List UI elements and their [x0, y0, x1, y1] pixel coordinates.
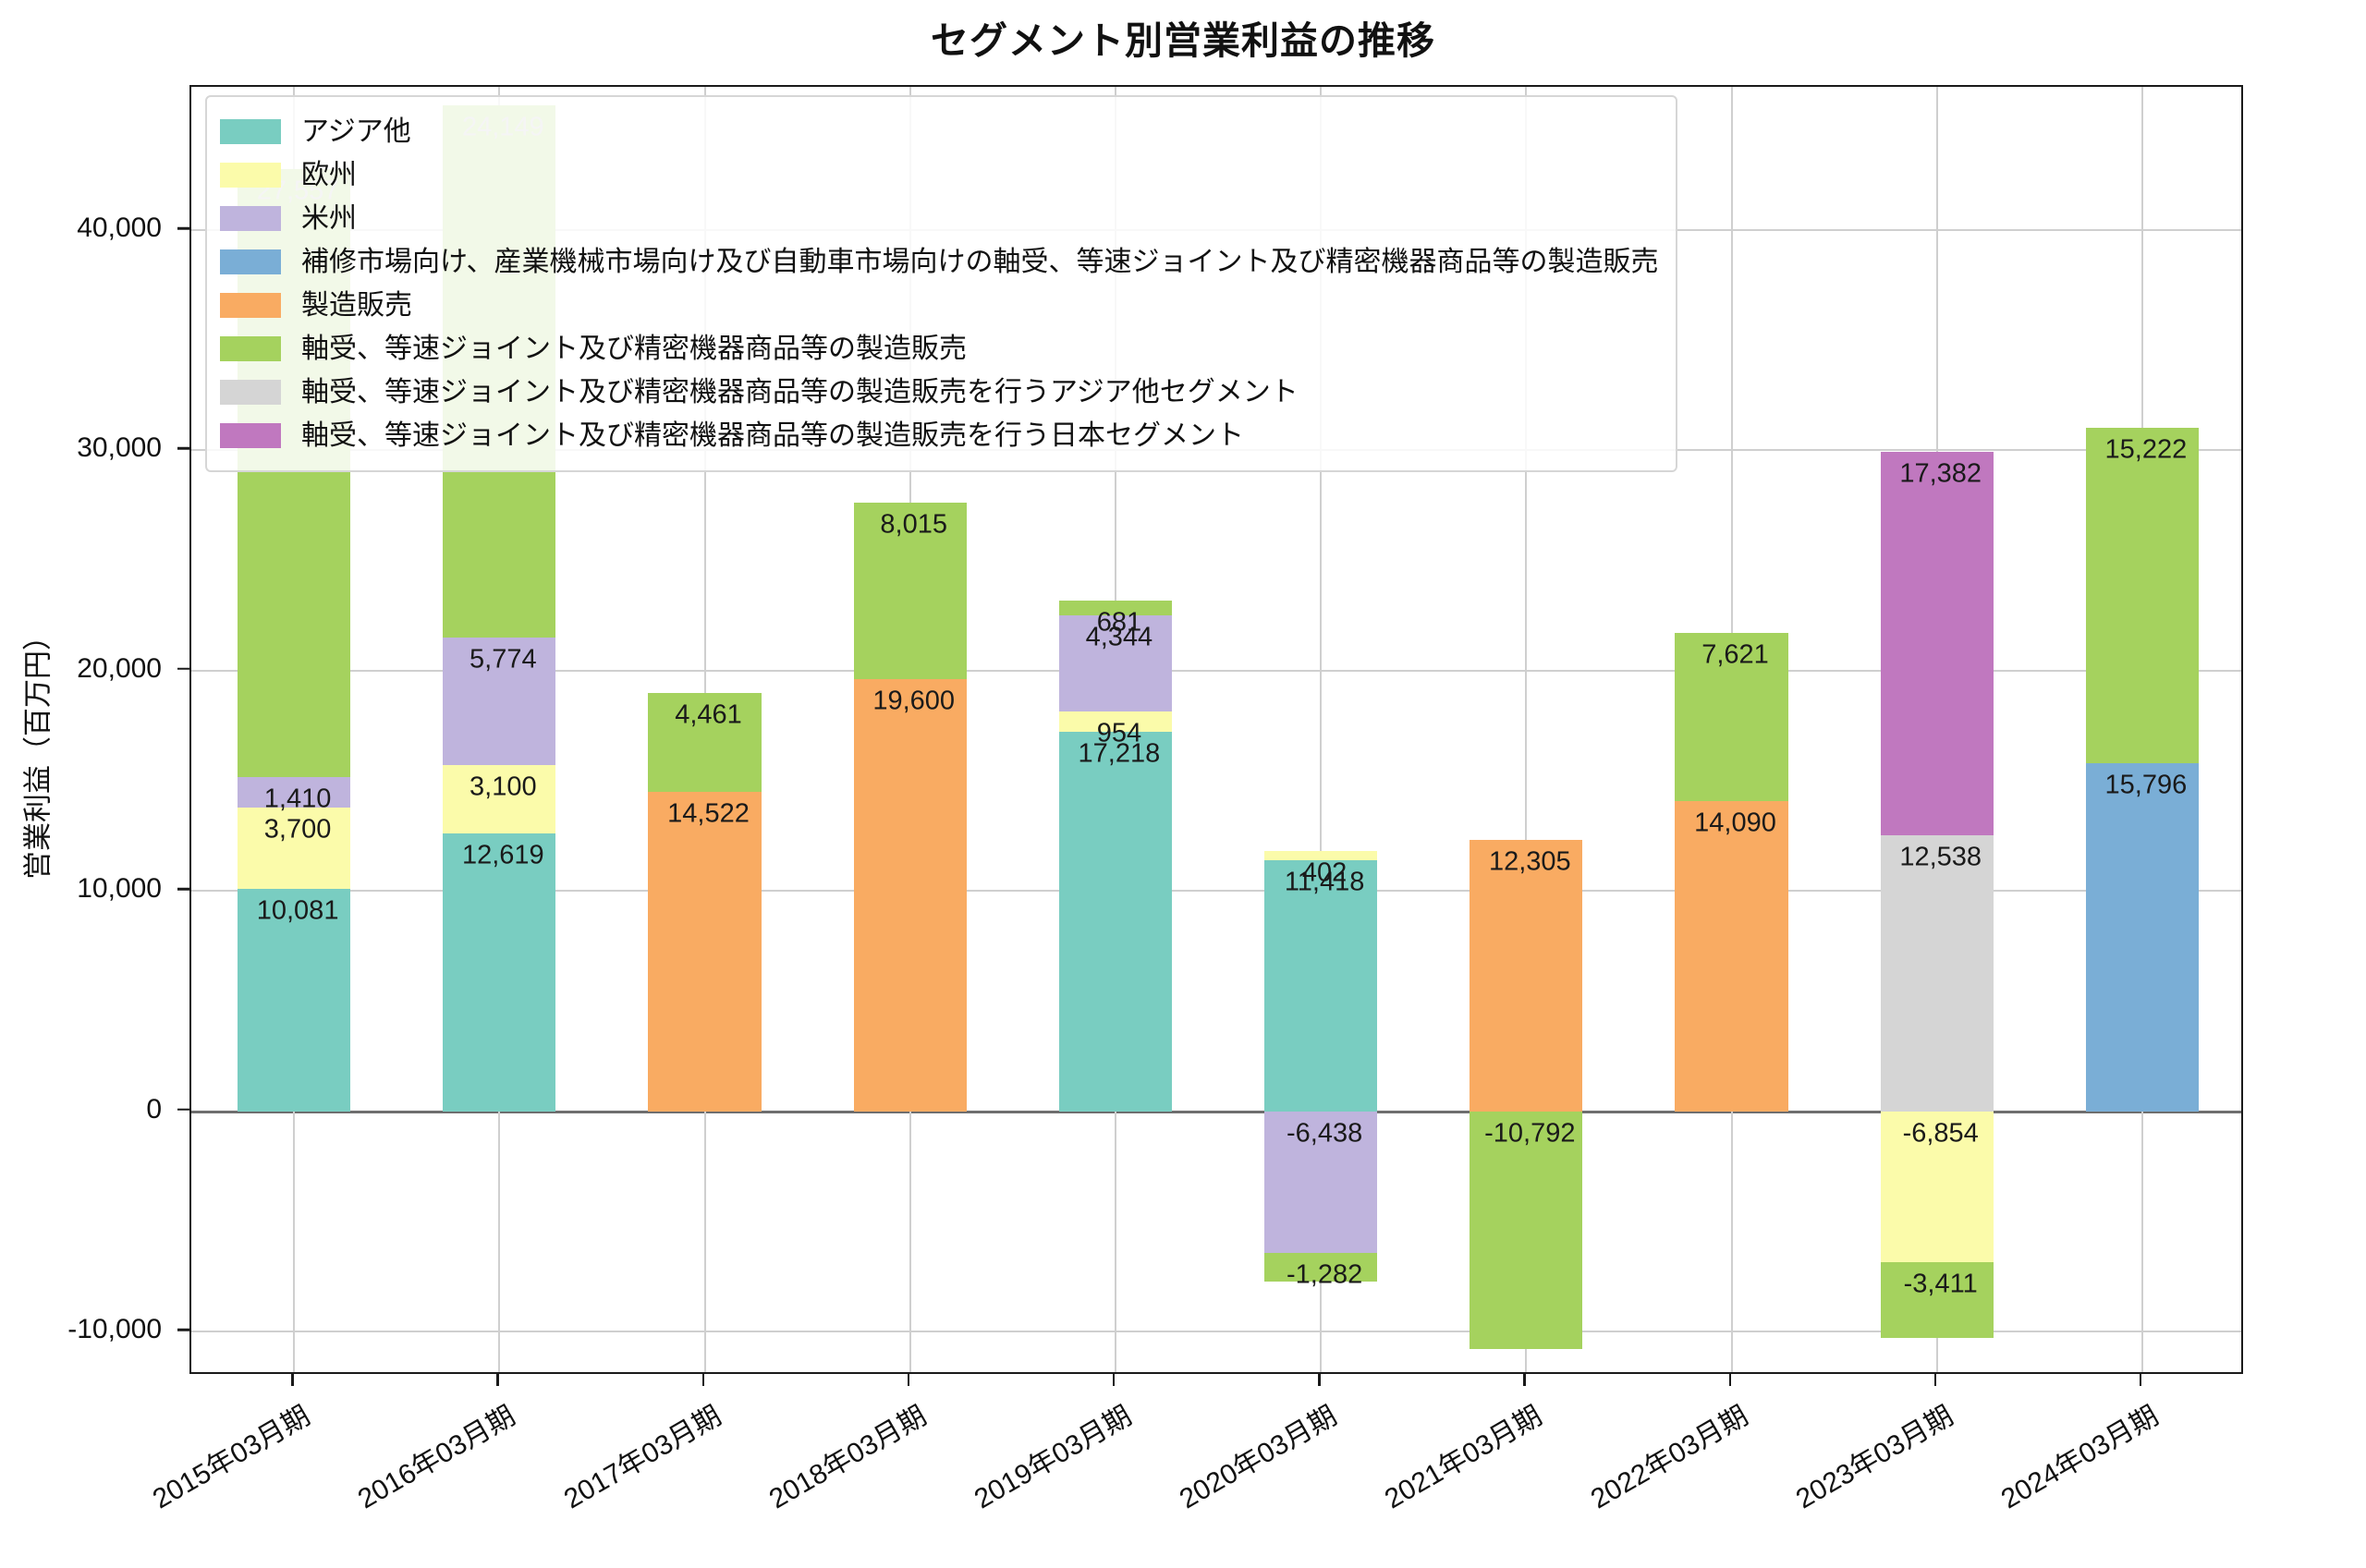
- x-tick-label: 2019年03月期: [969, 1400, 1137, 1515]
- x-tick-label: 2020年03月期: [1174, 1400, 1343, 1515]
- bar-segment[interactable]: [648, 791, 762, 1112]
- gridline-horizontal: [191, 669, 2241, 672]
- chart-legend: アジア他欧州米州補修市場向け、産業機械市場向け及び自動車市場向けの軸受、等速ジョ…: [205, 95, 1677, 472]
- bar-segment[interactable]: [2085, 763, 2199, 1112]
- bar-segment[interactable]: [443, 833, 556, 1112]
- x-tick-label: 2021年03月期: [1380, 1400, 1548, 1515]
- y-tick-label: 10,000: [77, 873, 162, 905]
- legend-swatch-icon: [220, 249, 281, 274]
- x-tick-mark: [291, 1374, 294, 1386]
- x-tick-label: 2023年03月期: [1790, 1400, 1958, 1515]
- bar-segment[interactable]: [1263, 1111, 1378, 1254]
- x-tick-mark: [1112, 1374, 1116, 1386]
- gridline-vertical: [1320, 87, 1323, 1372]
- legend-item-6[interactable]: 軸受、等速ジョイント及び精密機器商品等の製造販売を行うアジア他セグメント: [220, 371, 1659, 414]
- x-tick-mark: [1318, 1374, 1321, 1386]
- y-tick-label: 30,000: [77, 432, 162, 464]
- bar-segment[interactable]: [1880, 452, 1994, 835]
- legend-item-2[interactable]: 米州: [220, 197, 1659, 240]
- bar-segment[interactable]: [1263, 859, 1378, 1112]
- y-tick-label: -10,000: [67, 1314, 162, 1345]
- bar-segment[interactable]: [1058, 711, 1172, 733]
- legend-swatch-icon: [220, 423, 281, 448]
- y-tick-label: 40,000: [77, 213, 162, 243]
- legend-item-label: 補修市場向け、産業機械市場向け及び自動車市場向けの軸受、等速ジョイント及び精密機…: [301, 246, 1659, 277]
- legend-swatch-icon: [220, 163, 281, 188]
- bar-segment[interactable]: [1058, 614, 1172, 711]
- legend-item-7[interactable]: 軸受、等速ジョイント及び精密機器商品等の製造販売を行う日本セグメント: [220, 414, 1659, 457]
- zero-line: [191, 1110, 2241, 1113]
- gridline-vertical: [1525, 87, 1528, 1372]
- y-tick-mark: [177, 1329, 189, 1331]
- legend-swatch-icon: [220, 336, 281, 361]
- legend-item-label: 軸受、等速ジョイント及び精密機器商品等の製造販売: [301, 333, 967, 364]
- legend-item-label: 製造販売: [301, 289, 412, 321]
- legend-item-1[interactable]: 欧州: [220, 153, 1659, 197]
- x-tick-mark: [1523, 1374, 1526, 1386]
- bar-segment[interactable]: [853, 503, 967, 680]
- bar-segment[interactable]: [1675, 800, 1788, 1112]
- bar-segment[interactable]: [237, 808, 351, 890]
- bar-segment[interactable]: [1058, 600, 1172, 615]
- bar-segment[interactable]: [1470, 1111, 1583, 1350]
- bar-segment[interactable]: [237, 889, 351, 1112]
- gridline-horizontal: [191, 1331, 2241, 1333]
- bar-segment[interactable]: [1470, 840, 1583, 1112]
- bar-segment[interactable]: [1880, 834, 1994, 1112]
- x-tick-mark: [907, 1374, 910, 1386]
- legend-swatch-icon: [220, 119, 281, 144]
- bar-segment[interactable]: [1880, 1262, 1994, 1338]
- y-tick-label: 0: [146, 1093, 162, 1124]
- legend-item-label: 欧州: [301, 159, 357, 190]
- x-tick-label: 2018年03月期: [763, 1400, 932, 1515]
- y-tick-label: 20,000: [77, 652, 162, 684]
- legend-swatch-icon: [220, 206, 281, 231]
- x-tick-label: 2022年03月期: [1585, 1400, 1753, 1515]
- page-title: セグメント別営業利益の推移: [931, 19, 1435, 62]
- legend-item-label: 軸受、等速ジョイント及び精密機器商品等の製造販売を行う日本セグメント: [301, 419, 1244, 451]
- bar-segment[interactable]: [1675, 633, 1788, 801]
- bar-segment[interactable]: [1263, 850, 1378, 860]
- y-tick-mark: [177, 888, 189, 891]
- bar-segment[interactable]: [1263, 1253, 1378, 1282]
- x-tick-label: 2016年03月期: [353, 1400, 521, 1515]
- x-tick-mark: [1728, 1374, 1731, 1386]
- y-tick-mark: [177, 447, 189, 450]
- x-tick-mark: [701, 1374, 704, 1386]
- legend-item-4[interactable]: 製造販売: [220, 284, 1659, 327]
- legend-item-label: 軸受、等速ジョイント及び精密機器商品等の製造販売を行うアジア他セグメント: [301, 376, 1299, 407]
- bar-segment[interactable]: [853, 679, 967, 1112]
- bar-segment[interactable]: [443, 638, 556, 765]
- legend-swatch-icon: [220, 293, 281, 318]
- x-tick-mark: [496, 1374, 499, 1386]
- y-tick-mark: [177, 226, 189, 230]
- x-tick-mark: [1933, 1374, 1937, 1386]
- bar-segment[interactable]: [648, 693, 762, 792]
- legend-item-label: 米州: [301, 202, 357, 234]
- gridline-horizontal: [191, 890, 2241, 893]
- y-axis-label: 営業利益（百万円）: [21, 622, 55, 880]
- bar-segment[interactable]: [1880, 1111, 1994, 1263]
- x-tick-label: 2024年03月期: [1995, 1400, 2164, 1515]
- legend-item-label: アジア他: [301, 115, 411, 147]
- x-tick-label: 2015年03月期: [147, 1400, 316, 1515]
- x-tick-label: 2017年03月期: [558, 1400, 726, 1515]
- bar-segment[interactable]: [443, 765, 556, 833]
- y-tick-mark: [177, 667, 189, 671]
- legend-swatch-icon: [220, 380, 281, 405]
- bar-segment[interactable]: [2085, 428, 2199, 764]
- legend-item-0[interactable]: アジア他: [220, 110, 1659, 153]
- legend-item-3[interactable]: 補修市場向け、産業機械市場向け及び自動車市場向けの軸受、等速ジョイント及び精密機…: [220, 240, 1659, 284]
- x-tick-mark: [2139, 1374, 2142, 1386]
- y-tick-mark: [177, 1108, 189, 1112]
- legend-item-5[interactable]: 軸受、等速ジョイント及び精密機器商品等の製造販売: [220, 327, 1659, 371]
- bar-segment[interactable]: [1058, 732, 1172, 1112]
- bar-segment[interactable]: [237, 776, 351, 808]
